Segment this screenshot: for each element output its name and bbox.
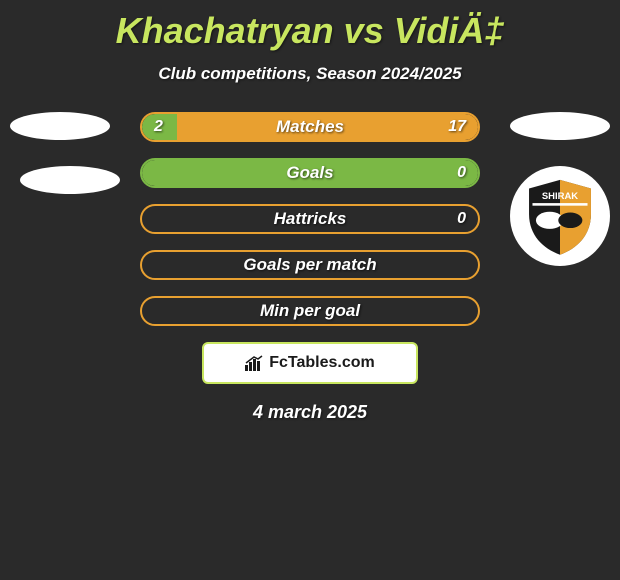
right-team-badge-2: SHIRAK bbox=[510, 166, 610, 266]
bar-label: Min per goal bbox=[142, 298, 478, 324]
bar-value-right: 17 bbox=[448, 114, 466, 140]
bar-row: Goals per match bbox=[140, 250, 480, 280]
comparison-chart: SHIRAK Matches217Goals0Hattricks0Goals p… bbox=[0, 112, 620, 326]
right-team-badge-1 bbox=[510, 112, 610, 140]
bar-value-right: 0 bbox=[457, 160, 466, 186]
shirak-logo-icon: SHIRAK bbox=[517, 173, 603, 259]
left-team-badge-2 bbox=[20, 166, 120, 194]
bar-row: Hattricks0 bbox=[140, 204, 480, 234]
bar-value-right: 0 bbox=[457, 206, 466, 232]
page-subtitle: Club competitions, Season 2024/2025 bbox=[0, 64, 620, 84]
bar-label: Goals per match bbox=[142, 252, 478, 278]
bar-label: Goals bbox=[142, 160, 478, 186]
branding-label: FcTables.com bbox=[269, 354, 375, 372]
page-title: Khachatryan vs VidiÄ‡ bbox=[0, 0, 620, 52]
bar-row: Matches2 17 bbox=[140, 112, 480, 142]
bars-container: Matches217Goals0Hattricks0Goals per matc… bbox=[140, 112, 480, 326]
bar-row: Min per goal bbox=[140, 296, 480, 326]
date-text: 4 march 2025 bbox=[0, 402, 620, 423]
bar-value-left: 2 bbox=[154, 114, 163, 140]
svg-text:SHIRAK: SHIRAK bbox=[542, 191, 578, 202]
bar-label: Matches bbox=[142, 114, 478, 140]
left-team-badge-1 bbox=[10, 112, 110, 140]
bar-label: Hattricks bbox=[142, 206, 478, 232]
branding-box: FcTables.com bbox=[202, 342, 418, 384]
branding-text: FcTables.com bbox=[245, 354, 375, 372]
bar-row: Goals0 bbox=[140, 158, 480, 188]
chart-icon bbox=[245, 355, 265, 371]
